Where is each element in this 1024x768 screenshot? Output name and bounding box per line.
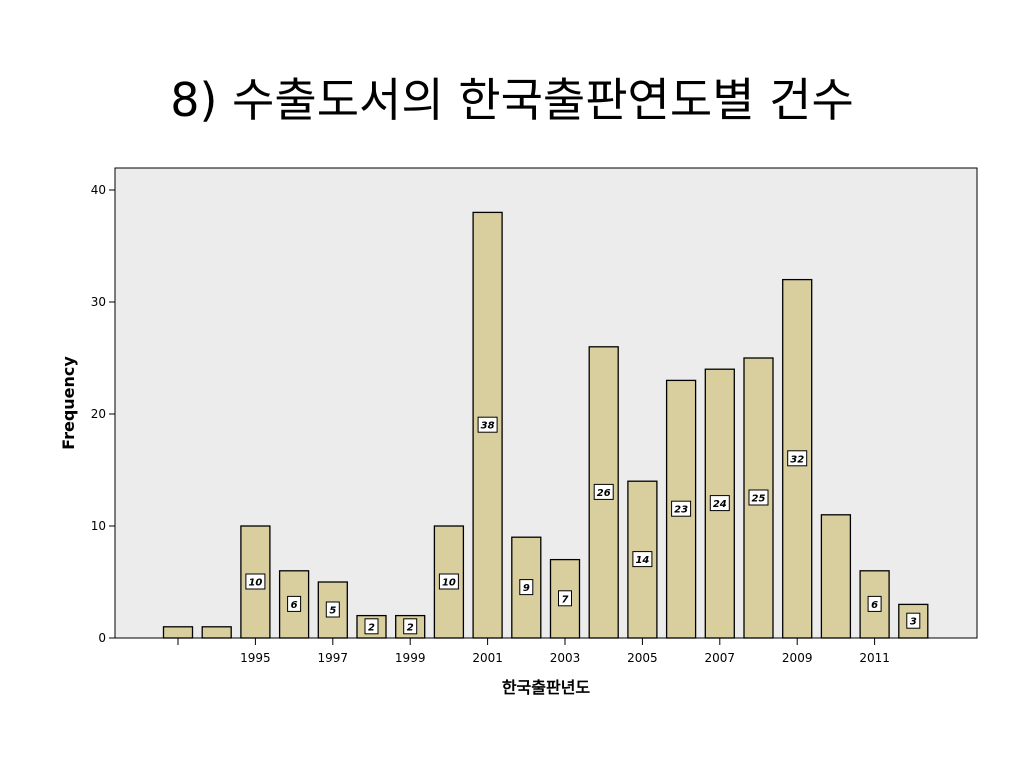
data-label-box <box>364 618 379 635</box>
data-label-box <box>558 590 572 607</box>
data-label-box <box>709 495 730 512</box>
data-label-box <box>245 573 266 590</box>
data-label-box <box>787 450 808 467</box>
slide-title: 8) 수출도서의 한국출판연도별 건수 <box>170 73 854 127</box>
data-label-box <box>593 483 614 500</box>
x-axis: 1995 1997 1999 2001 2003 2005 2007 2009 2011 <box>177 638 890 665</box>
y-tick-label: 10 <box>91 519 106 533</box>
x-tick-label: 1999 <box>395 651 426 665</box>
data-label-box <box>438 573 459 590</box>
data-label-box <box>287 595 302 612</box>
data-label: 10 <box>248 578 262 589</box>
bar <box>820 514 852 639</box>
data-label-box <box>477 416 498 433</box>
data-label: 32 <box>790 454 804 465</box>
data-label: 3 <box>910 617 917 628</box>
data-label: 10 <box>442 578 456 589</box>
data-label: 25 <box>752 494 766 505</box>
x-tick-label: 1997 <box>318 651 349 665</box>
bar <box>201 626 232 639</box>
data-label: 5 <box>329 606 336 617</box>
x-tick-label: 2005 <box>627 651 658 665</box>
data-label: 7 <box>562 594 569 605</box>
data-labels-group: 10 6 5 2 2 10 38 9 7 26 14 23 24 25 32 6 3 <box>245 416 921 635</box>
data-label-box <box>403 618 418 635</box>
bar <box>162 626 194 639</box>
data-label: 2 <box>407 622 414 633</box>
y-axis-title: Frequency <box>59 356 78 450</box>
x-tick-label: 1995 <box>240 651 271 665</box>
data-label-box <box>519 579 534 596</box>
x-tick-label: 2011 <box>859 651 890 665</box>
y-axis: 0 10 20 30 40 <box>91 183 115 645</box>
data-label: 23 <box>674 505 688 516</box>
data-label-box <box>906 612 921 629</box>
y-tick-label: 20 <box>91 407 106 421</box>
x-tick-label: 2007 <box>705 651 736 665</box>
y-tick-label: 30 <box>91 295 106 309</box>
x-tick-label: 2003 <box>550 651 581 665</box>
data-label-box <box>748 489 769 506</box>
data-label-box <box>632 551 653 568</box>
bar <box>859 570 890 639</box>
data-label: 38 <box>481 421 495 432</box>
y-tick-label: 0 <box>98 631 106 645</box>
data-label: 14 <box>635 555 649 566</box>
x-tick-label: 2009 <box>782 651 813 665</box>
data-label: 6 <box>291 600 298 611</box>
data-label-box <box>867 595 882 612</box>
data-label: 26 <box>597 488 611 499</box>
data-label-box <box>671 500 692 517</box>
data-label: 24 <box>713 499 727 510</box>
x-tick-label: 2001 <box>472 651 503 665</box>
data-label: 6 <box>871 600 878 611</box>
x-axis-title: 한국출판년도 <box>502 678 591 697</box>
data-label: 2 <box>368 622 375 633</box>
data-label: 9 <box>523 583 530 594</box>
y-tick-label: 40 <box>91 183 106 197</box>
data-label-box <box>325 601 340 618</box>
